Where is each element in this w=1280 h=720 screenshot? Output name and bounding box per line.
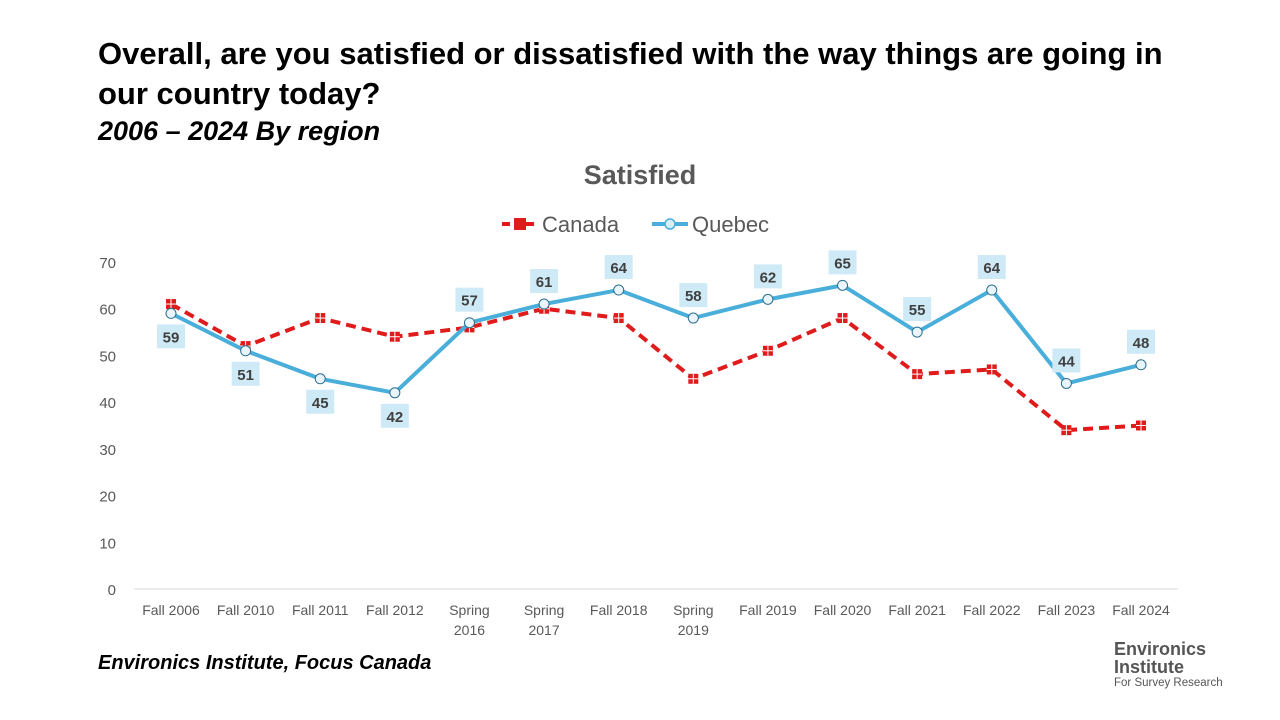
- x-tick-label: Fall 2024: [1112, 602, 1170, 618]
- quebec-data-label: 51: [237, 367, 254, 384]
- quebec-data-label-bg: [604, 255, 633, 280]
- quebec-data-label-bg: [306, 389, 335, 414]
- quebec-data-label-bg: [1127, 329, 1155, 354]
- page-subtitle: 2006 – 2024 By region: [98, 116, 381, 146]
- x-tick-label: Fall 2019: [739, 602, 797, 618]
- quebec-series-line: [170, 283, 1142, 395]
- source-note: Environics Institute, Focus Canada: [98, 652, 432, 674]
- quebec-data-label: 58: [685, 288, 702, 305]
- quebec-data-label-bg: [1052, 348, 1081, 373]
- page-title: Overall, are you satisfied or dissatisfi…: [98, 36, 1163, 111]
- quebec-data-label: 55: [909, 302, 926, 319]
- y-tick-label: 10: [99, 535, 116, 552]
- x-tick-label: Fall 2018: [590, 602, 648, 618]
- x-tick-label: Fall 2012: [366, 602, 424, 618]
- quebec-data-label: 61: [536, 274, 553, 291]
- x-tick-label: Fall 2023: [1038, 602, 1096, 618]
- quebec-data-label-bg: [455, 287, 484, 312]
- quebec-point: [687, 312, 699, 324]
- quebec-point: [538, 298, 550, 310]
- quebec-point: [1135, 359, 1147, 371]
- quebec-data-label-bg: [380, 403, 409, 428]
- x-tick-label: Spring: [524, 602, 564, 618]
- quebec-data-label-bg: [828, 250, 857, 275]
- legend-canada-marker: [514, 218, 526, 230]
- x-tick-label: 2017: [528, 622, 559, 638]
- y-tick-label: 0: [108, 582, 116, 599]
- x-tick-label: Fall 2021: [888, 602, 946, 618]
- x-tick-label: Spring: [673, 602, 713, 618]
- logo-line3: For Survey Research: [1114, 677, 1223, 689]
- canada-series-line: [170, 302, 1142, 433]
- quebec-point: [613, 284, 625, 296]
- environics-logo: Environics Institute For Survey Research: [1114, 640, 1223, 690]
- legend-canada-label: Canada: [542, 212, 620, 237]
- quebec-data-label-bg: [679, 283, 708, 308]
- quebec-point: [1060, 377, 1072, 389]
- x-tick-label: 2019: [678, 622, 709, 638]
- legend-quebec-label: Quebec: [692, 212, 769, 237]
- quebec-data-label-bg: [231, 361, 260, 386]
- x-tick-label: Spring: [449, 602, 489, 618]
- y-tick-label: 60: [99, 302, 116, 319]
- y-tick-label: 30: [99, 442, 116, 459]
- x-tick-label: Fall 2010: [217, 602, 275, 618]
- y-tick-label: 70: [99, 255, 116, 272]
- logo-line1: Environics: [1114, 639, 1207, 659]
- quebec-point: [165, 307, 177, 319]
- quebec-data-label: 42: [387, 409, 404, 426]
- quebec-point: [314, 373, 326, 385]
- legend-quebec-marker: [664, 218, 676, 230]
- y-tick-label: 20: [99, 489, 116, 506]
- quebec-data-label-bg: [753, 264, 782, 289]
- quebec-data-label-bg: [530, 269, 559, 294]
- quebec-point: [240, 345, 252, 357]
- quebec-point: [986, 284, 998, 296]
- quebec-data-label-bg: [903, 297, 932, 322]
- x-tick-label: Fall 2020: [814, 602, 872, 618]
- quebec-data-label: 64: [610, 260, 627, 277]
- x-tick-label: 2016: [454, 622, 485, 638]
- quebec-point: [389, 387, 401, 399]
- x-tick-label: Fall 2011: [292, 602, 349, 618]
- quebec-data-label: 57: [461, 293, 478, 310]
- quebec-data-label: 44: [1058, 353, 1075, 370]
- quebec-point: [911, 326, 923, 338]
- quebec-point: [762, 293, 774, 305]
- logo-line2: Institute: [1114, 657, 1184, 677]
- quebec-point: [463, 317, 475, 329]
- quebec-point: [837, 279, 849, 291]
- quebec-data-label: 45: [312, 395, 329, 412]
- chart-title: Satisfied: [584, 160, 697, 190]
- x-tick-label: Fall 2022: [963, 602, 1021, 618]
- x-tick-label: Fall 2006: [142, 602, 200, 618]
- quebec-data-label: 62: [760, 269, 777, 286]
- quebec-data-label-bg: [157, 324, 185, 349]
- quebec-data-label-bg: [977, 255, 1006, 280]
- quebec-data-label: 59: [163, 329, 180, 346]
- quebec-data-label: 65: [834, 255, 851, 272]
- quebec-data-label: 64: [983, 260, 1000, 277]
- quebec-data-label: 48: [1133, 335, 1150, 352]
- y-tick-label: 40: [99, 395, 116, 412]
- y-tick-label: 50: [99, 348, 116, 365]
